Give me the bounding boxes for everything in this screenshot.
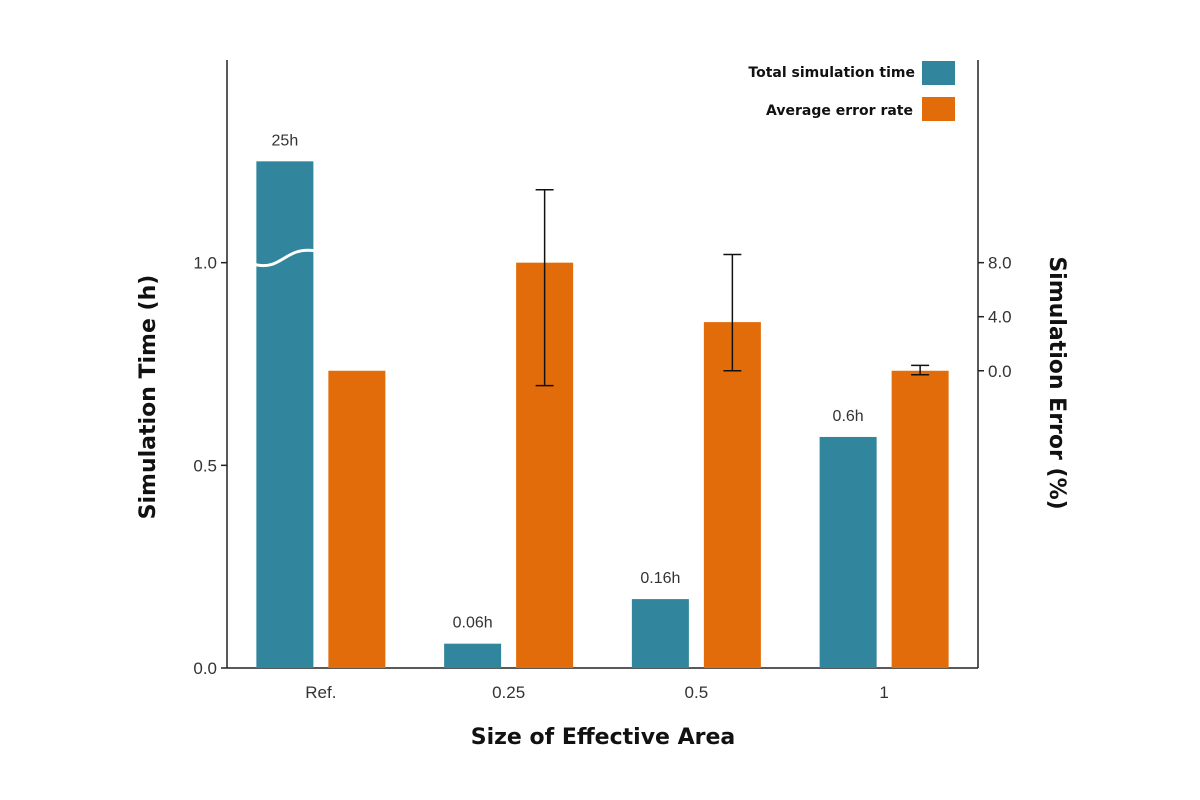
x-tick-label: Ref. [305, 683, 336, 702]
axis-break-mark [255, 248, 315, 268]
x-ticks: Ref. 0.25 0.5 1 [305, 683, 889, 702]
right-y-axis-title: Simulation Error (%) [1044, 256, 1069, 509]
legend-swatch-total-simulation-time [922, 61, 955, 85]
left-y-tick-label: 0.0 [193, 659, 217, 678]
x-axis-title: Size of Effective Area [471, 725, 736, 750]
bar-average-error-rate [891, 370, 949, 668]
legend: Total simulation time Average error rate [748, 61, 955, 121]
data-label-total-simulation-time: 0.6h [833, 408, 864, 425]
bar-average-error-rate [703, 322, 761, 668]
right-y-tick-label: 4.0 [988, 308, 1012, 327]
data-label-total-simulation-time: 0.06h [453, 615, 493, 632]
legend-swatch-average-error-rate [922, 97, 955, 121]
bar-total-simulation-time [256, 161, 314, 669]
x-tick-label: 1 [879, 683, 888, 702]
left-y-tick-label: 0.5 [193, 456, 217, 475]
legend-label-average-error-rate: Average error rate [766, 103, 913, 119]
bars [255, 161, 949, 669]
legend-label-total-simulation-time: Total simulation time [748, 65, 915, 81]
bar-total-simulation-time [444, 643, 502, 668]
left-y-ticks: 0.0 0.5 1.0 [193, 254, 227, 678]
right-y-tick-label: 8.0 [988, 254, 1012, 273]
right-y-ticks: 0.0 4.0 8.0 [978, 254, 1012, 381]
bar-average-error-rate [328, 370, 386, 668]
data-label-total-simulation-time: 0.16h [640, 570, 680, 587]
right-y-tick-label: 0.0 [988, 362, 1012, 381]
data-labels: 25h 0.06h 0.16h 0.6h [272, 132, 864, 631]
data-label-total-simulation-time: 25h [272, 132, 299, 149]
bar-total-simulation-time [631, 599, 689, 668]
error-bars [535, 188, 930, 387]
x-tick-label: 0.5 [685, 683, 709, 702]
left-y-axis-title: Simulation Time (h) [136, 275, 161, 520]
bar-total-simulation-time [819, 436, 877, 668]
x-tick-label: 0.25 [492, 683, 525, 702]
left-y-tick-label: 1.0 [193, 254, 217, 273]
